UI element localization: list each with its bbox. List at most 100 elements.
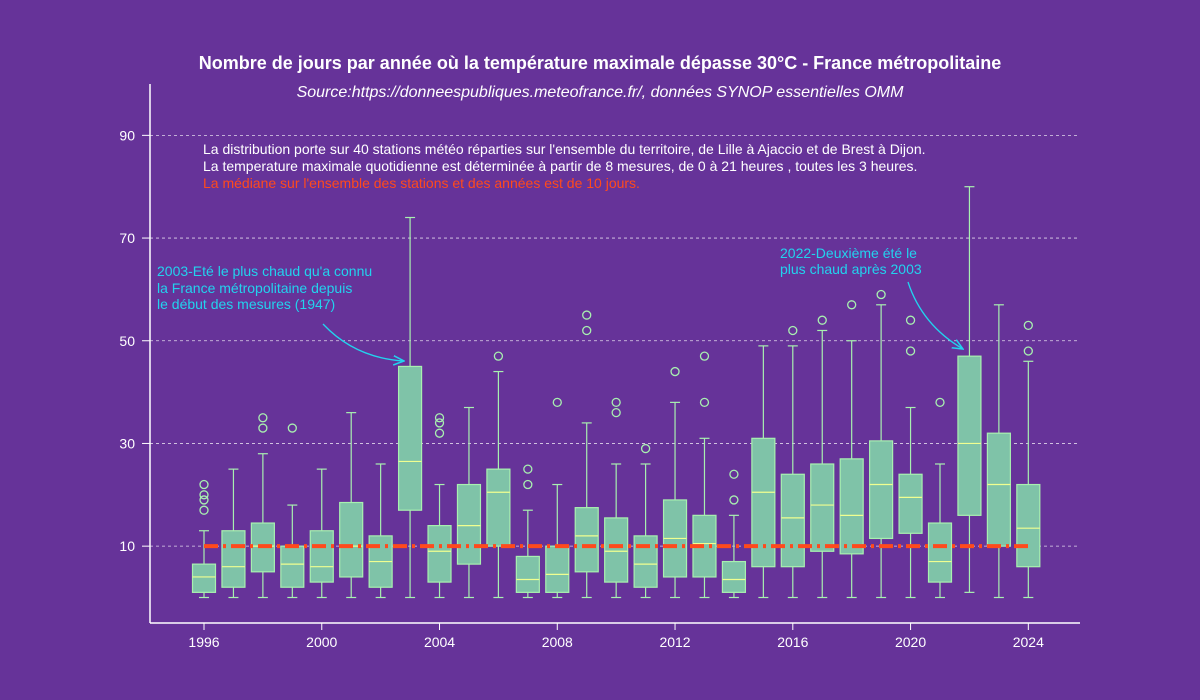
box-iqr-2003 — [397, 365, 423, 511]
outlier-2020-1 — [905, 315, 916, 325]
box-iqr-2008 — [545, 545, 570, 593]
box-2013 — [692, 351, 717, 599]
box-iqr-1996 — [191, 563, 217, 593]
box-iqr-2010 — [604, 517, 629, 583]
outlier-2018-0 — [847, 300, 857, 310]
x-tick-label-2024: 2024 — [1013, 634, 1044, 650]
x-tick-label-2000: 2000 — [306, 634, 337, 650]
median-note: La médiane sur l'ensemble des stations e… — [203, 175, 640, 191]
box-2009 — [574, 310, 599, 599]
outlier-2014-0 — [729, 495, 739, 505]
outlier-1996-3 — [199, 479, 209, 490]
box-2005 — [456, 406, 482, 599]
chart-title: Nombre de jours par année où la températ… — [199, 53, 1001, 73]
outlier-2007-1 — [523, 464, 533, 474]
outlier-2012-0 — [670, 366, 680, 377]
outlier-2024-0 — [1023, 346, 1033, 356]
outlier-2013-0 — [699, 397, 710, 408]
box-1997 — [221, 468, 246, 599]
outlier-1998-0 — [258, 423, 268, 433]
box-2000 — [309, 468, 334, 599]
annotation-2003-line-3: le début des mesures (1947) — [157, 296, 335, 312]
annotation-2022-line-1: 2022-Deuxième été le — [780, 245, 917, 261]
x-tick-label-2020: 2020 — [895, 634, 926, 650]
outlier-2013-1 — [699, 351, 710, 361]
note-line-2: La temperature maximale quotidienne est … — [203, 158, 917, 174]
annotation-2003-line-1: 2003-Eté le plus chaud qu'a connu — [157, 263, 372, 279]
outlier-2006-0 — [493, 351, 504, 361]
annotation-2022: 2022-Deuxième été le plus chaud après 20… — [780, 245, 963, 349]
x-tick-label-1996: 1996 — [188, 634, 219, 650]
outlier-2004-0 — [434, 428, 445, 438]
box-2016 — [780, 325, 805, 599]
outlier-2017-0 — [817, 315, 827, 325]
box-2020 — [898, 315, 923, 599]
outlier-2004-1 — [434, 418, 445, 428]
box-iqr-2011 — [633, 535, 658, 588]
outlier-2008-0 — [552, 397, 562, 408]
box-iqr-2020 — [898, 473, 923, 534]
outlier-2010-0 — [611, 407, 621, 418]
box-iqr-2024 — [1016, 483, 1041, 568]
box-2001 — [339, 412, 364, 599]
annotation-2022-arrow — [907, 281, 963, 349]
outlier-1996-0 — [199, 505, 209, 515]
box-2006 — [486, 351, 511, 599]
outlier-2009-1 — [582, 310, 592, 320]
outlier-2011-0 — [640, 443, 651, 454]
box-2011 — [633, 443, 658, 599]
box-iqr-2016 — [780, 473, 805, 568]
box-2010 — [604, 397, 629, 599]
box-iqr-2007 — [515, 555, 540, 593]
box-2004 — [427, 413, 452, 599]
box-iqr-2004 — [427, 525, 452, 583]
box-2003 — [397, 216, 423, 599]
box-1999 — [280, 423, 305, 599]
box-2021 — [927, 397, 953, 599]
outlier-2021-0 — [935, 397, 945, 408]
box-1998 — [250, 413, 275, 599]
box-2002 — [368, 463, 393, 599]
box-2014 — [721, 469, 747, 599]
outlier-2010-1 — [611, 397, 621, 408]
chart-subtitle: Source:https://donneespubliques.meteofra… — [297, 84, 905, 101]
outlier-2009-0 — [582, 325, 592, 336]
annotation-2003: 2003-Eté le plus chaud qu'a connu la Fra… — [157, 263, 404, 361]
x-tick-labels: 1996 2000 2004 2008 2012 2016 2020 2024 — [188, 623, 1044, 650]
box-iqr-1997 — [221, 530, 246, 588]
box-2017 — [810, 315, 835, 599]
y-tick-label-70: 70 — [119, 230, 135, 246]
outlier-2014-1 — [729, 469, 739, 479]
box-2022 — [957, 186, 982, 593]
outlier-2004-2 — [434, 413, 445, 423]
outlier-2020-0 — [905, 346, 916, 356]
box-iqr-2000 — [309, 530, 334, 583]
box-iqr-2005 — [456, 483, 482, 565]
box-iqr-2017 — [810, 463, 835, 552]
box-2007 — [515, 464, 540, 599]
box-2024 — [1016, 320, 1041, 599]
x-tick-label-2004: 2004 — [424, 634, 455, 650]
box-1996 — [191, 479, 217, 599]
box-iqr-2021 — [927, 522, 953, 583]
y-tick-labels: 10 30 50 70 90 — [119, 127, 150, 554]
box-2018 — [839, 300, 864, 599]
y-tick-label-90: 90 — [119, 127, 135, 143]
y-tick-label-50: 50 — [119, 333, 135, 349]
y-tick-label-10: 10 — [119, 538, 135, 554]
x-tick-label-2012: 2012 — [659, 634, 690, 650]
outlier-2016-0 — [788, 325, 798, 336]
annotation-2003-arrow — [322, 323, 404, 361]
box-iqr-2009 — [574, 507, 599, 573]
outlier-2024-1 — [1023, 320, 1033, 330]
box-2023 — [986, 304, 1011, 599]
annotation-2022-line-2: plus chaud après 2003 — [780, 261, 922, 277]
outlier-1996-2 — [199, 490, 209, 500]
box-iqr-2014 — [721, 560, 747, 593]
x-tick-label-2016: 2016 — [777, 634, 808, 650]
outlier-1998-1 — [258, 413, 268, 423]
outlier-2019-0 — [876, 289, 886, 300]
box-iqr-2001 — [339, 501, 364, 578]
annotation-2003-line-2: la France métropolitaine depuis — [157, 280, 352, 296]
